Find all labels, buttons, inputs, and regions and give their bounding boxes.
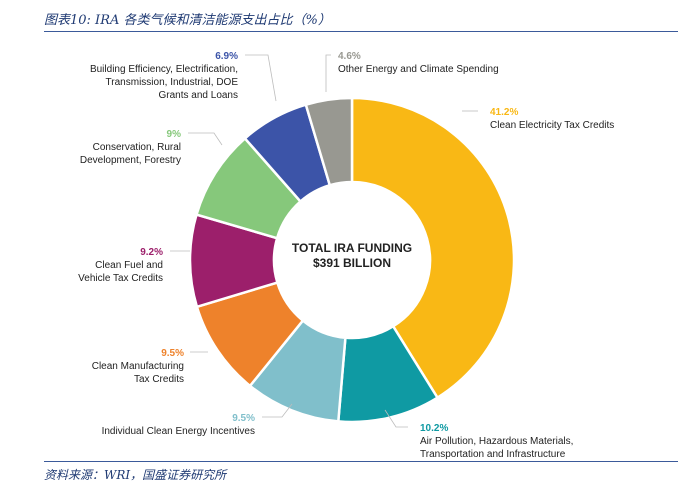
slice-value-label-0: 41.2% [490,107,518,118]
slice-name-label-6: Transmission, Industrial, DOE [106,77,239,88]
title-divider [44,31,678,32]
slice-name-label-2: Individual Clean Energy Incentives [102,426,255,437]
slice-7 [304,96,354,187]
slice-name-label-3: Tax Credits [134,374,184,385]
slice-name-label-4: Vehicle Tax Credits [78,273,163,284]
slice-value-label-5: 9% [167,129,182,140]
slice-name-label-1: Air Pollution, Hazardous Materials, [420,436,573,447]
slice-name-label-6: Grants and Loans [159,90,239,101]
slice-name-label-7: Other Energy and Climate Spending [338,64,499,75]
center-label-line-1: TOTAL IRA FUNDING [292,241,412,255]
leader-line-5 [188,132,223,146]
slice-name-label-5: Development, Forestry [80,155,181,166]
slice-value-label-2: 9.5% [232,413,255,424]
slice-labels: 41.2% Clean Electricity Tax Credits 10.2% A… [78,51,614,460]
figure-title: 图表10: IRA 各类气候和清洁能源支出占比（%） [44,13,331,28]
slice-name-label-4: Clean Fuel and [95,260,163,271]
label-leader-lines [170,54,478,428]
slice-value-label-3: 9.5% [161,348,184,359]
slice-name-label-0: Clean Electricity Tax Credits [490,120,614,131]
leader-line-2 [262,403,293,418]
leader-line-7 [325,54,331,92]
figure-source: 资料来源：WRI，国盛证券研究所 [44,468,227,482]
slice-value-label-4: 9.2% [140,247,163,258]
slice-name-label-6: Building Efficiency, Electrification, [90,64,238,75]
source-divider [44,461,678,462]
leader-line-6 [245,54,277,102]
slice-value-label-6: 6.9% [215,51,238,62]
donut-slices [188,96,516,424]
center-label-line-2: $391 BILLION [313,256,391,270]
leader-line-1 [384,409,408,428]
slice-value-label-7: 4.6% [338,51,361,62]
slice-name-label-1: Transportation and Infrastructure [420,449,566,460]
slice-0 [350,96,516,400]
slice-value-label-1: 10.2% [420,423,448,434]
slice-name-label-5: Conservation, Rural [93,142,181,153]
slice-name-label-3: Clean Manufacturing [92,361,184,372]
